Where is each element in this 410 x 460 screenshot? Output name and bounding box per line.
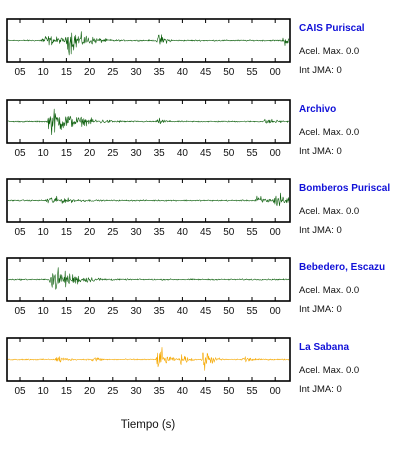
panel-frame (6, 257, 291, 302)
x-tick-label: 45 (200, 67, 212, 78)
x-tick-label: 20 (84, 67, 96, 78)
x-tick-label: 00 (270, 386, 282, 397)
x-tick-label: 25 (107, 386, 119, 397)
jma-intensity-text: Int JMA: 0 (299, 65, 342, 76)
seismogram-panel: 05 10 15 20 25 30 35 40 45 50 55 00 Bebedero, Escazu… (6, 257, 385, 317)
panel-frame (6, 18, 291, 63)
max-acceleration-text: Acel. Max. 0.0 (299, 46, 359, 57)
waveform-line (8, 267, 290, 290)
jma-intensity-text: Int JMA: 0 (299, 225, 342, 236)
station-name: Bebedero, Escazu (299, 262, 385, 273)
x-tick-label: 25 (107, 227, 119, 238)
x-tick-label: 35 (154, 306, 166, 317)
x-tick-label: 50 (223, 148, 235, 159)
jma-intensity-text: Int JMA: 0 (299, 384, 342, 395)
x-tick-label: 50 (223, 67, 235, 78)
waveform-line (7, 192, 290, 207)
panel-frame (6, 337, 291, 382)
x-tick-label: 55 (246, 148, 258, 159)
x-tick-label: 05 (14, 67, 26, 78)
x-tick-label: 05 (14, 227, 26, 238)
max-acceleration-text: Acel. Max. 0.0 (299, 365, 359, 376)
x-tick-label: 40 (177, 148, 189, 159)
x-tick-label: 15 (61, 306, 73, 317)
x-tick-label: 05 (14, 306, 26, 317)
x-tick-label: 20 (84, 148, 96, 159)
x-tick-label: 45 (200, 227, 212, 238)
seismogram-panel: 05 10 15 20 25 30 35 40 45 50 55 00 CAIS Puriscal Ace… (6, 18, 365, 78)
x-axis-label: Tiempo (s) (121, 419, 176, 431)
x-tick-label: 25 (107, 67, 119, 78)
x-tick-label: 20 (84, 227, 96, 238)
station-name: Archivo (299, 104, 336, 115)
x-tick-label: 30 (130, 306, 142, 317)
x-tick-label: 15 (61, 67, 73, 78)
x-tick-label: 10 (38, 67, 50, 78)
x-tick-label: 15 (61, 148, 73, 159)
x-tick-label: 20 (84, 306, 96, 317)
x-tick-label: 05 (14, 148, 26, 159)
station-name: CAIS Puriscal (299, 23, 365, 34)
x-tick-label: 40 (177, 67, 189, 78)
x-tick-label: 50 (223, 227, 235, 238)
panel-frame (6, 99, 291, 144)
station-name: Bomberos Puriscal (299, 183, 390, 194)
x-tick-label: 50 (223, 306, 235, 317)
seismogram-panel: 05 10 15 20 25 30 35 40 45 50 55 00 Bomberos Purisca… (6, 178, 390, 238)
x-tick-label: 55 (246, 386, 258, 397)
max-acceleration-text: Acel. Max. 0.0 (299, 206, 359, 217)
x-tick-label: 00 (270, 227, 282, 238)
waveform-line (7, 31, 290, 56)
x-tick-label: 10 (38, 227, 50, 238)
x-tick-label: 45 (200, 386, 212, 397)
panel-frame (6, 178, 291, 223)
x-tick-label: 30 (130, 227, 142, 238)
x-tick-label: 20 (84, 386, 96, 397)
x-tick-label: 30 (130, 67, 142, 78)
max-acceleration-text: Acel. Max. 0.0 (299, 285, 359, 296)
max-acceleration-text: Acel. Max. 0.0 (299, 127, 359, 138)
x-tick-label: 25 (107, 306, 119, 317)
x-tick-label: 40 (177, 386, 189, 397)
x-tick-label: 15 (61, 386, 73, 397)
x-tick-label: 10 (38, 306, 50, 317)
x-tick-label: 35 (154, 227, 166, 238)
x-tick-label: 00 (270, 306, 282, 317)
seismogram-panel: 05 10 15 20 25 30 35 40 45 50 55 00 La Sabana Acel. M… (6, 337, 359, 397)
x-tick-label: 00 (270, 148, 282, 159)
x-tick-label: 55 (246, 67, 258, 78)
x-tick-label: 30 (130, 386, 142, 397)
x-tick-label: 15 (61, 227, 73, 238)
x-tick-label: 50 (223, 386, 235, 397)
x-tick-label: 10 (38, 148, 50, 159)
x-tick-label: 45 (200, 306, 212, 317)
jma-intensity-text: Int JMA: 0 (299, 146, 342, 157)
x-tick-label: 45 (200, 148, 212, 159)
x-tick-label: 25 (107, 148, 119, 159)
waveform-line (7, 346, 290, 371)
x-tick-label: 55 (246, 306, 258, 317)
x-tick-label: 35 (154, 148, 166, 159)
x-tick-label: 40 (177, 306, 189, 317)
x-tick-label: 40 (177, 227, 189, 238)
x-tick-label: 10 (38, 386, 50, 397)
x-tick-label: 05 (14, 386, 26, 397)
seismogram-panel: 05 10 15 20 25 30 35 40 45 50 55 00 Archivo Acel. Max… (6, 99, 359, 159)
x-tick-label: 35 (154, 67, 166, 78)
x-tick-label: 00 (270, 67, 282, 78)
x-tick-label: 35 (154, 386, 166, 397)
jma-intensity-text: Int JMA: 0 (299, 304, 342, 315)
waveform-line (7, 108, 290, 135)
x-tick-label: 55 (246, 227, 258, 238)
x-tick-label: 30 (130, 148, 142, 159)
station-name: La Sabana (299, 342, 349, 353)
